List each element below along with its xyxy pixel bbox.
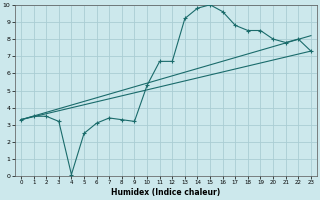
- X-axis label: Humidex (Indice chaleur): Humidex (Indice chaleur): [111, 188, 220, 197]
